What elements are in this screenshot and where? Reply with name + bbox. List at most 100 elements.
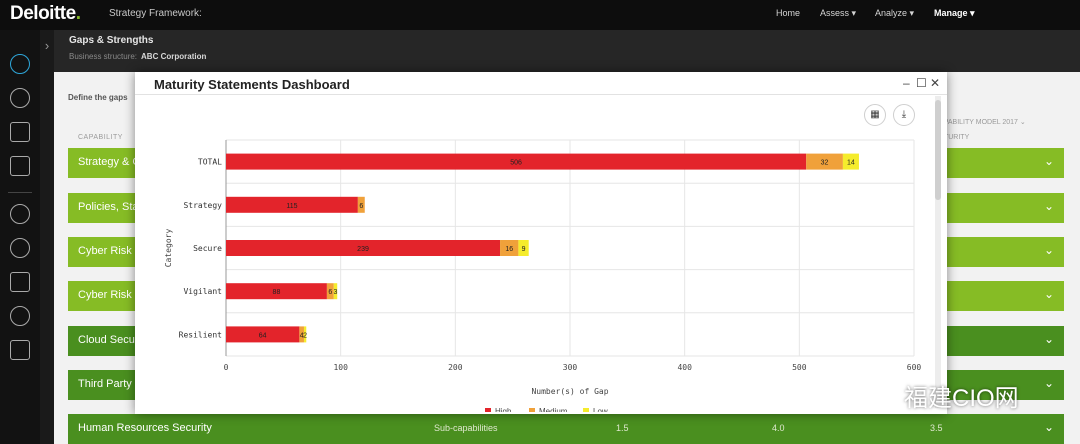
bar-segment xyxy=(299,326,304,343)
monitor-icon[interactable] xyxy=(10,272,30,292)
capability-model-select[interactable]: CAPABILITY MODEL 2017 ⌄ xyxy=(934,119,1026,126)
x-tick-label: 0 xyxy=(224,363,229,372)
bar-segment xyxy=(500,240,519,256)
sidebar-expand-button[interactable]: › xyxy=(40,30,54,444)
nav-home[interactable]: Home xyxy=(776,8,801,18)
search-icon[interactable] xyxy=(10,306,30,326)
chevron-down-icon[interactable]: ⌄ xyxy=(1043,199,1054,213)
x-tick-label: 200 xyxy=(448,363,463,372)
scrollbar-thumb[interactable] xyxy=(935,100,941,200)
bar-segment xyxy=(226,196,358,213)
chevron-down-icon[interactable]: ⌄ xyxy=(1043,332,1054,346)
chevron-down-icon[interactable]: ⌄ xyxy=(1043,243,1054,257)
nav-analyze[interactable]: Analyze ▾ xyxy=(875,8,915,18)
modal-scrollbar[interactable] xyxy=(935,96,941,408)
navigator-icon[interactable] xyxy=(10,54,30,74)
legend-label: Medium xyxy=(539,407,568,412)
data-label: 6 xyxy=(328,289,332,296)
maturity-dashboard-modal: Maturity Statements Dashboard – ☐ ✕ ▦ ⤓ … xyxy=(135,72,947,414)
legend-swatch xyxy=(485,408,491,412)
data-label: 32 xyxy=(821,160,829,167)
page-title: Gaps & Strengths xyxy=(69,35,154,46)
y-tick-label: Strategy xyxy=(183,201,222,210)
data-label: 6 xyxy=(359,203,363,210)
x-tick-label: 400 xyxy=(677,363,692,372)
bar-segment xyxy=(357,196,365,213)
row-value: 3.5 xyxy=(930,423,943,433)
chevron-right-icon: › xyxy=(44,38,50,53)
data-label: 115 xyxy=(286,203,297,210)
capability-row[interactable]: Human Resources Security Sub-capabilitie… xyxy=(68,414,1064,444)
close-button[interactable]: ✕ xyxy=(930,76,941,90)
define-gaps-text: Define the gaps xyxy=(68,93,128,102)
bar-segment xyxy=(226,326,300,343)
data-label: 239 xyxy=(357,246,369,253)
x-tick-label: 300 xyxy=(563,363,578,372)
row-value: 1.5 xyxy=(616,423,629,433)
left-rail xyxy=(0,30,40,444)
eye-icon[interactable] xyxy=(10,204,30,224)
wechat-icon xyxy=(868,389,898,410)
data-grid-button[interactable]: ▦ xyxy=(864,104,886,126)
row-value: 4.0 xyxy=(772,423,785,433)
bar-segment xyxy=(303,326,307,343)
y-tick-label: Resilient xyxy=(179,330,223,339)
page-header: Gaps & Strengths Business structure: ABC … xyxy=(54,30,1080,72)
top-nav-bar: Deloitte. Strategy Framework: Home Asses… xyxy=(0,0,1080,30)
gear-icon[interactable] xyxy=(10,88,30,108)
rail-divider xyxy=(8,192,32,193)
data-label: 506 xyxy=(510,160,522,167)
documents-icon[interactable] xyxy=(10,340,30,360)
briefcase-icon[interactable] xyxy=(10,122,30,142)
modal-title: Maturity Statements Dashboard xyxy=(154,77,350,92)
y-tick-label: Secure xyxy=(193,244,222,253)
bar-segment xyxy=(326,283,334,300)
business-structure: Business structure: ABC Corporation xyxy=(69,52,207,61)
chevron-down-icon[interactable]: ⌄ xyxy=(1043,154,1054,168)
x-tick-label: 500 xyxy=(792,363,807,372)
data-label: 88 xyxy=(273,289,281,296)
bar-segment xyxy=(226,153,807,170)
bar-segment xyxy=(806,153,843,170)
maturity-column-header: MATURITY xyxy=(934,134,970,141)
x-axis-title: Number(s) of Gap xyxy=(531,387,608,396)
legend-label: High xyxy=(495,407,511,412)
download-button[interactable]: ⤓ xyxy=(893,104,915,126)
data-label: 64 xyxy=(259,332,267,339)
y-tick-label: TOTAL xyxy=(198,158,222,167)
y-axis-title: Category xyxy=(164,229,173,268)
app-title: Strategy Framework: xyxy=(109,8,202,19)
maximize-button[interactable]: ☐ xyxy=(916,76,927,90)
bar-segment xyxy=(518,240,529,256)
legend-swatch xyxy=(583,408,589,412)
nav-assess[interactable]: Assess ▾ xyxy=(820,8,857,18)
data-label: 3 xyxy=(334,289,338,296)
data-label: 14 xyxy=(847,160,855,167)
data-label: 2 xyxy=(303,332,307,339)
sub-capabilities-label: Sub-capabilities xyxy=(434,423,498,433)
bar-segment xyxy=(226,240,501,256)
chevron-down-icon[interactable]: ⌄ xyxy=(1043,420,1054,434)
bar-segment xyxy=(226,283,327,300)
legend-label: Low xyxy=(593,407,608,412)
data-label: 16 xyxy=(505,246,513,253)
nav-manage[interactable]: Manage ▾ xyxy=(934,8,975,18)
legend-swatch xyxy=(529,408,535,412)
x-tick-label: 600 xyxy=(907,363,922,372)
bar-segment xyxy=(333,283,338,300)
deloitte-logo[interactable]: Deloitte. xyxy=(10,3,81,24)
capability-column-header: CAPABILITY xyxy=(78,134,123,141)
trend-chart-icon[interactable] xyxy=(10,238,30,258)
minimize-button[interactable]: – xyxy=(903,76,910,90)
y-tick-label: Vigilant xyxy=(183,287,222,296)
chevron-down-icon[interactable]: ⌄ xyxy=(1043,376,1054,390)
x-tick-label: 100 xyxy=(333,363,348,372)
modal-divider xyxy=(135,94,947,95)
data-label: 9 xyxy=(522,246,526,253)
bar-segment xyxy=(842,153,859,170)
watermark: 福建CIO网 xyxy=(868,378,1019,413)
data-label: 4 xyxy=(300,332,304,339)
map-icon[interactable] xyxy=(10,156,30,176)
chevron-down-icon[interactable]: ⌄ xyxy=(1043,287,1054,301)
